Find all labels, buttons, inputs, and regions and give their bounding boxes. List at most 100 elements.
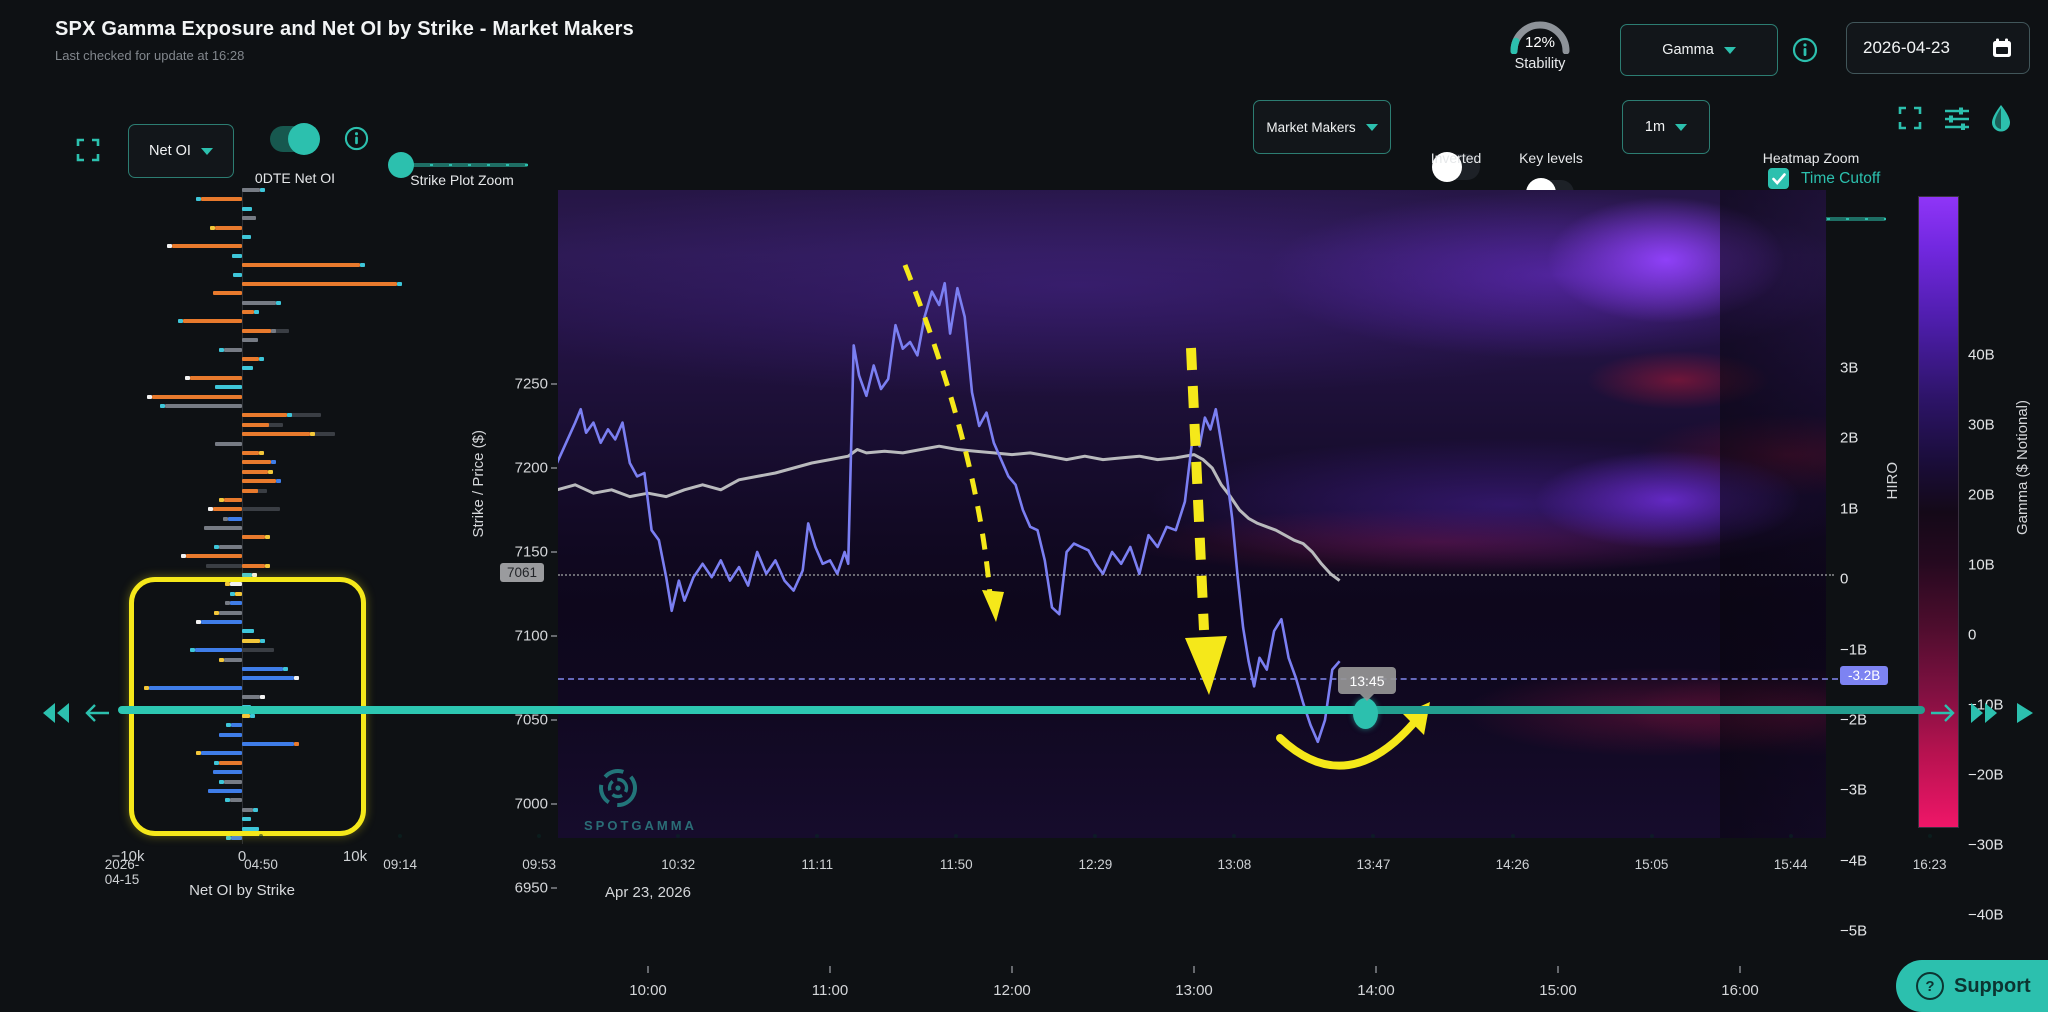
strike-plot-expand-icon[interactable] xyxy=(76,138,100,162)
strike-bar xyxy=(242,263,360,268)
strike-bar xyxy=(242,826,259,831)
strike-bar-tip xyxy=(254,310,260,315)
strike-bar xyxy=(149,685,242,690)
strike-bar-bg xyxy=(242,648,274,653)
time-cutoff-label: Time Cutoff xyxy=(1801,169,1881,187)
strike-bar-tip xyxy=(258,357,264,362)
dealer-select[interactable]: Market Makers xyxy=(1253,100,1391,154)
strike-x-tick-label: 10k xyxy=(342,848,368,865)
hiro-tick-label: 3B xyxy=(1840,359,1859,377)
stability-gauge-arc xyxy=(1510,21,1570,54)
timeline-label: 04:50 xyxy=(244,857,278,872)
strike-bar-tip xyxy=(252,573,258,578)
metric-info-icon[interactable] xyxy=(1792,37,1818,63)
spotgamma-logo xyxy=(599,769,637,807)
strike-bar-tip xyxy=(260,695,266,700)
heatmap-expand-icon[interactable] xyxy=(1898,106,1922,130)
price-tick-label: 7150 xyxy=(514,543,548,561)
strike-bar-tip xyxy=(225,723,231,728)
odte-toggle[interactable] xyxy=(270,123,320,155)
net-oi-strike-chart[interactable] xyxy=(118,185,420,845)
metric-select[interactable]: Gamma xyxy=(1620,24,1778,76)
strike-bar xyxy=(242,563,265,568)
strike-bar xyxy=(242,460,272,465)
chevron-down-icon xyxy=(1723,46,1736,54)
date-picker[interactable]: 2026-04-23 xyxy=(1846,22,2030,74)
time-tick-mark xyxy=(1739,966,1741,973)
strike-bar-tip xyxy=(282,666,288,671)
strike-bar-tip xyxy=(264,563,270,568)
time-tick-label: 11:00 xyxy=(811,982,849,999)
strike-bar-tip xyxy=(214,610,220,615)
strike-bar-tip xyxy=(293,676,299,681)
colorbar-tick-label: 30B xyxy=(1968,416,1995,434)
timeline-label: 11:11 xyxy=(801,857,834,872)
strike-bar xyxy=(230,723,242,728)
settings-sliders-icon[interactable] xyxy=(1944,106,1970,130)
timeline-label: 11:50 xyxy=(939,857,973,872)
timeline-label: 15:05 xyxy=(1634,857,1669,872)
strike-bar xyxy=(242,357,259,362)
timeline-tooltip: 13:45 xyxy=(1338,667,1396,701)
strike-bar xyxy=(242,488,258,493)
dealer-select-value: Market Makers xyxy=(1266,119,1356,135)
timeline-handle[interactable] xyxy=(1353,698,1378,729)
price-tick-mark xyxy=(551,467,557,469)
hiro-current-badge: -3.2B xyxy=(1840,666,1889,685)
page-title: SPX Gamma Exposure and Net OI by Strike … xyxy=(55,18,634,40)
timeline-track-remaining[interactable] xyxy=(1366,706,1925,714)
strike-plot-zoom-slider[interactable] xyxy=(388,152,528,178)
timeline-dot xyxy=(398,834,403,838)
fast-forward-button[interactable] xyxy=(1968,701,1998,725)
strike-bar xyxy=(183,319,242,324)
interval-select[interactable]: 1m xyxy=(1622,100,1710,154)
metric-select-value: Gamma xyxy=(1662,42,1714,58)
strike-bar-tip xyxy=(178,319,184,324)
strike-bar xyxy=(212,770,242,775)
x-axis-date-label: Apr 23, 2026 xyxy=(605,884,691,901)
stability-value: 12% xyxy=(1524,34,1556,51)
strike-bar-tip xyxy=(196,751,202,756)
rewind-button[interactable] xyxy=(42,701,72,725)
contrast-droplet-icon[interactable] xyxy=(1990,104,2012,132)
strike-bar xyxy=(229,798,242,803)
inverted-toggle[interactable] xyxy=(1432,152,1480,182)
timeline-track-elapsed[interactable] xyxy=(118,706,1366,714)
chevron-down-icon xyxy=(1365,123,1378,131)
gamma-colorbar xyxy=(1918,196,1959,828)
timeline-label: 09:53 xyxy=(522,857,557,872)
strike-bar-tip xyxy=(218,347,224,352)
strike-bar xyxy=(242,807,254,812)
strike-bar xyxy=(208,789,242,794)
strike-metric-select[interactable]: Net OI xyxy=(128,124,234,178)
odte-info-icon[interactable] xyxy=(344,126,369,151)
key-level-7061-line xyxy=(558,574,1834,576)
play-button[interactable] xyxy=(2014,701,2036,725)
step-back-button[interactable] xyxy=(84,702,110,724)
price-tick-label: 7100 xyxy=(514,627,548,645)
time-cutoff-control[interactable]: Time Cutoff xyxy=(1768,168,1880,189)
strike-bar xyxy=(151,394,242,399)
odte-toggle-label: 0DTE Net OI xyxy=(254,170,336,186)
hiro-tick-label: −3B xyxy=(1840,781,1868,799)
time-tick-label: 12:00 xyxy=(993,982,1031,999)
timeline-label: 10:32 xyxy=(661,857,696,872)
support-button[interactable]: ? Support xyxy=(1896,960,2048,1012)
strike-bar-tip xyxy=(185,375,191,380)
price-tick-label: 7050 xyxy=(514,711,548,729)
strike-bar xyxy=(242,432,310,437)
strike-bar xyxy=(185,554,242,559)
strike-chart-zero-axis xyxy=(242,188,243,844)
strike-bar xyxy=(231,253,242,258)
heatmap-zoom-label: Heatmap Zoom xyxy=(1762,150,1860,166)
strike-bar xyxy=(242,676,294,681)
time-cutoff-checkbox[interactable] xyxy=(1768,168,1789,189)
step-forward-button[interactable] xyxy=(1930,702,1956,724)
check-icon xyxy=(1771,172,1786,185)
strike-bar-tip xyxy=(166,244,172,249)
time-cutoff-shade xyxy=(1720,190,1826,838)
hiro-current-level-line xyxy=(558,678,1838,680)
timeline-dot xyxy=(1232,834,1237,838)
gamma-heatmap[interactable] xyxy=(558,190,1826,838)
strike-bar-tip xyxy=(214,760,220,765)
